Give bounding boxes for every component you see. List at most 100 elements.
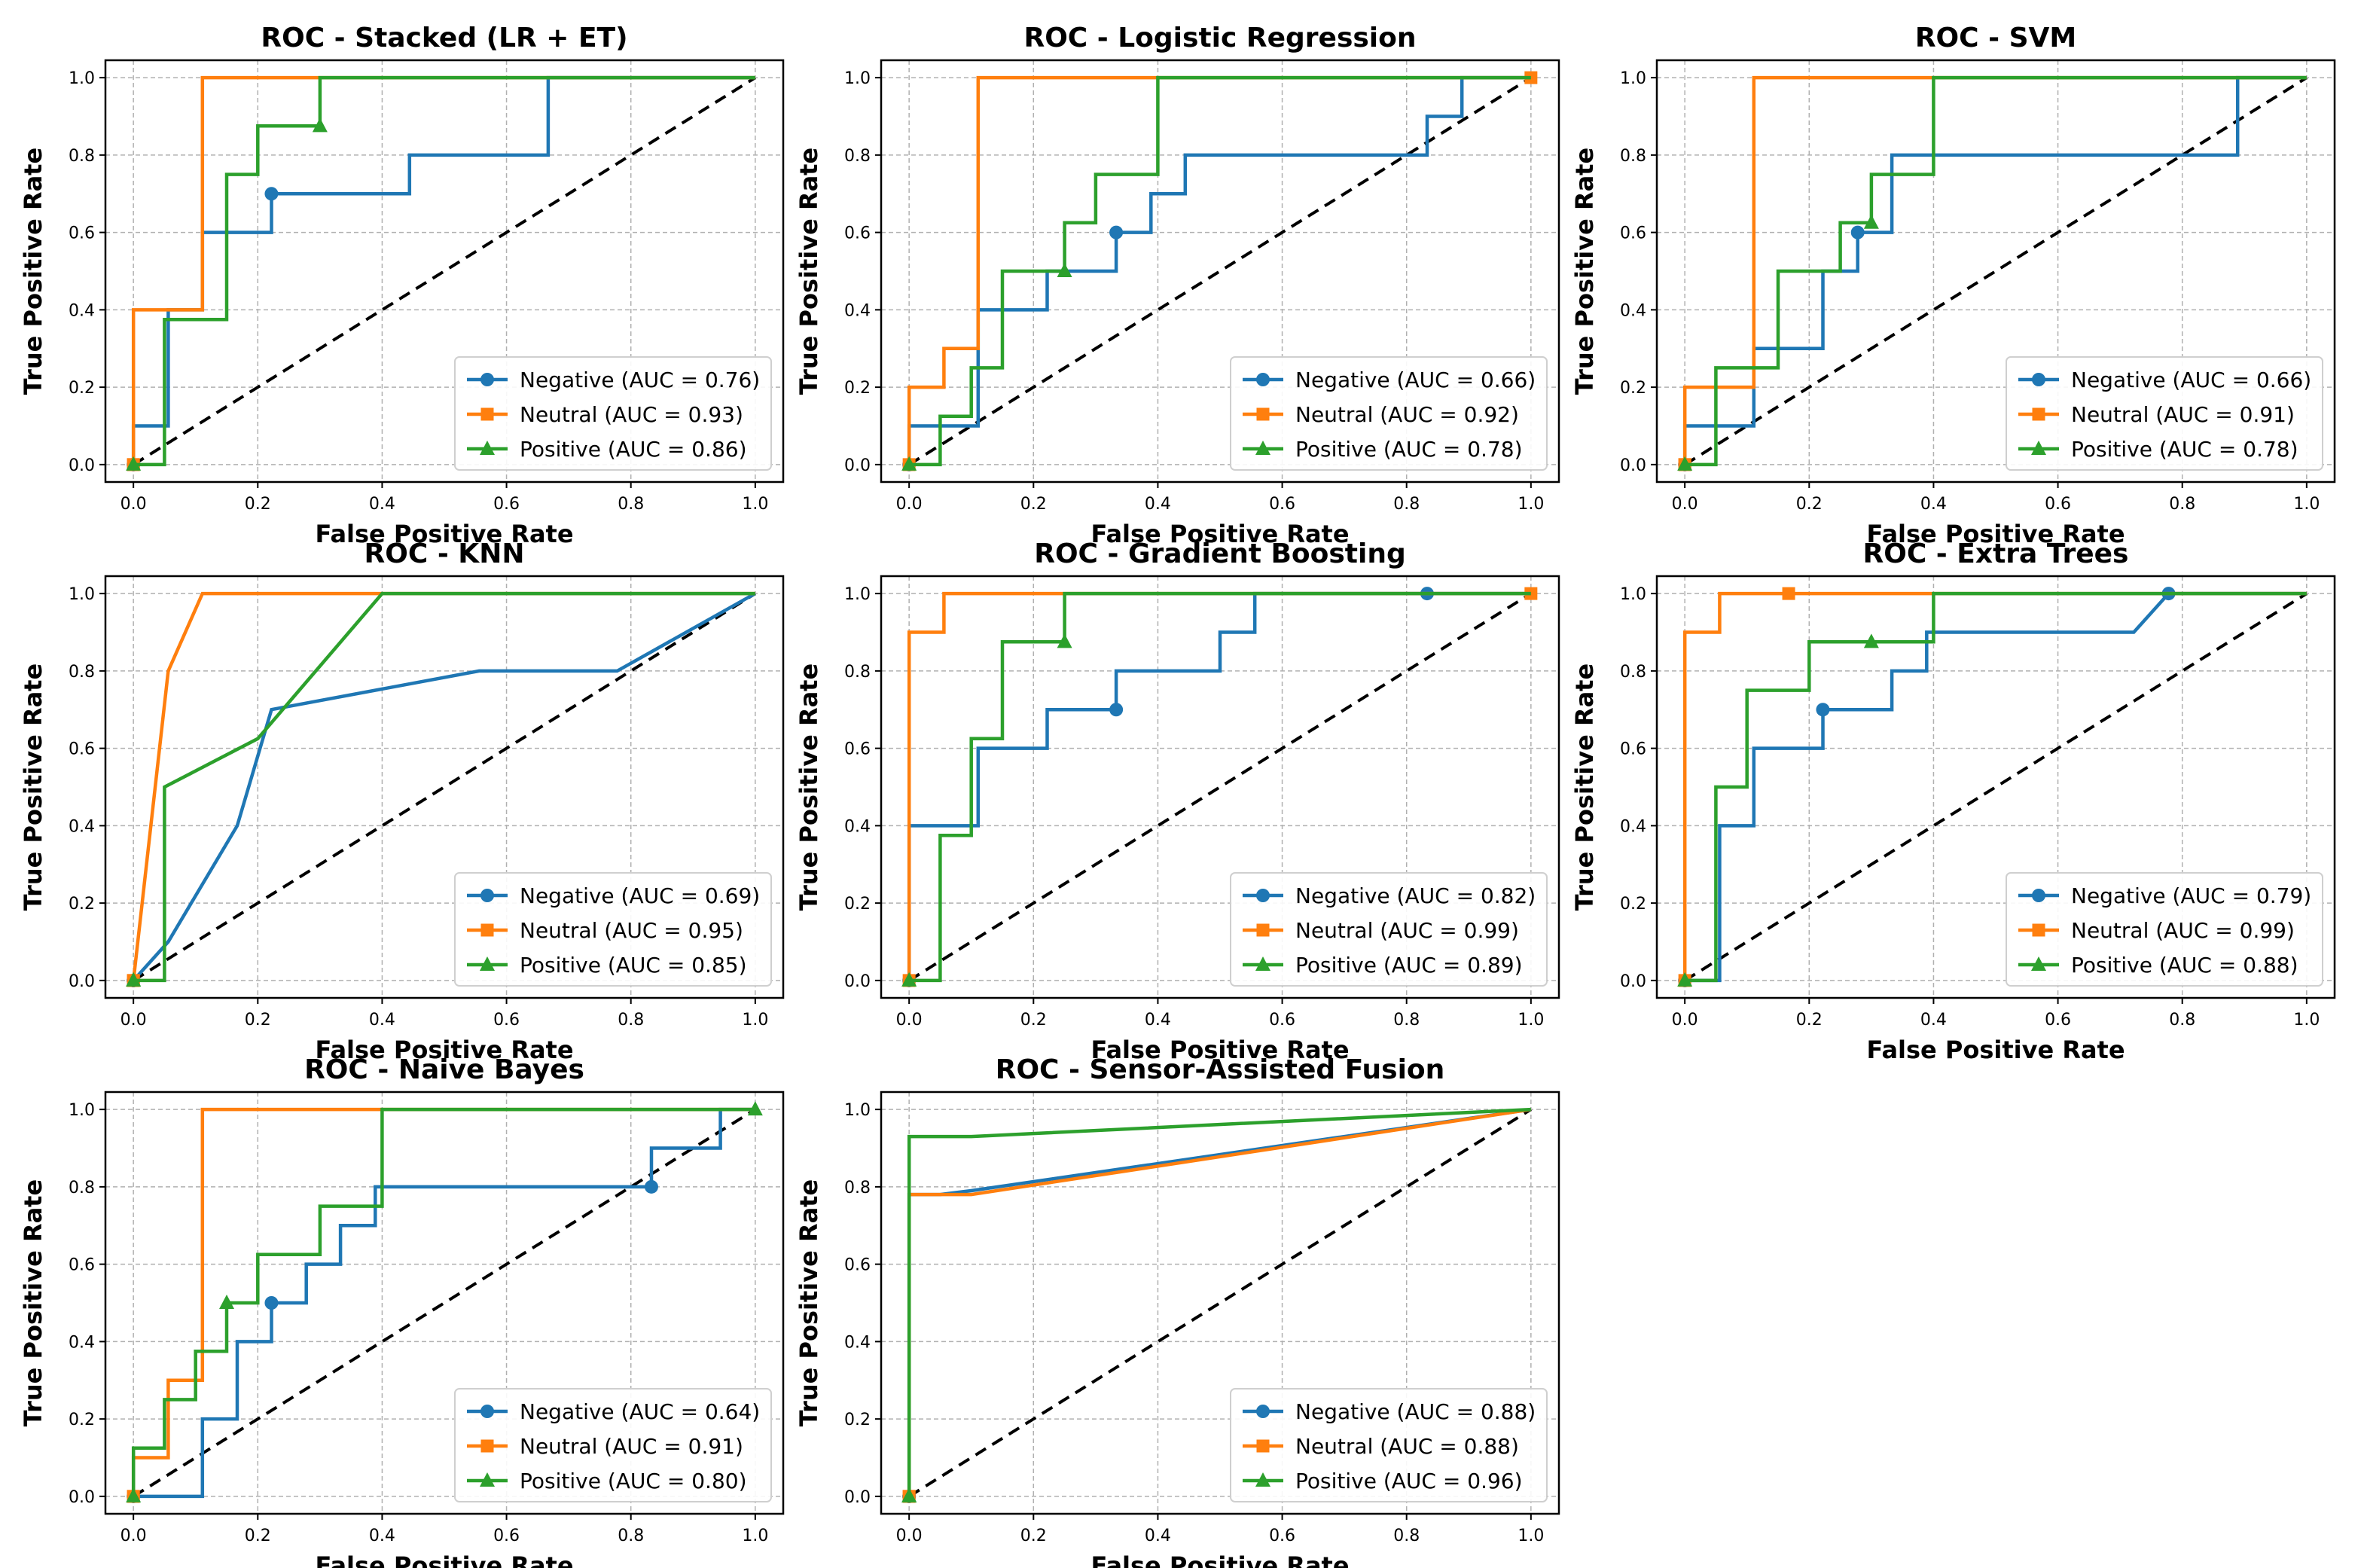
y-tick-label: 0.6	[69, 740, 95, 759]
legend: Negative (AUC = 0.66) Neutral (AUC = 0.92…	[1230, 356, 1548, 471]
y-tick-label: 1.0	[844, 69, 871, 88]
legend-marker-positive	[480, 441, 495, 455]
legend: Negative (AUC = 0.88) Neutral (AUC = 0.88…	[1230, 1388, 1548, 1502]
marker-origin-positive	[126, 1487, 142, 1502]
chance-diagonal-line	[133, 592, 756, 982]
legend-label-positive: Positive (AUC = 0.88)	[2071, 953, 2298, 978]
marker-positive	[219, 1295, 235, 1309]
y-tick-label: 0.0	[1620, 972, 1646, 991]
legend-marker-neutral	[480, 407, 494, 421]
y-tick-label: 0.4	[844, 817, 871, 836]
y-tick-label: 0.4	[844, 301, 871, 320]
roc-panel-2: 0.0 0.0 0.2 0.2 0.4 0.4 0.6 0.6 0.8 0.8 1.0 1.0 ROC …	[795, 23, 1560, 548]
legend-label-positive: Positive (AUC = 0.89)	[1295, 953, 1523, 978]
roc-curve-negative	[133, 1107, 755, 1499]
x-tick-label: 0.6	[2045, 1011, 2071, 1030]
marker-negative	[264, 1296, 279, 1310]
x-tick-label: 0.6	[493, 1011, 520, 1030]
x-tick-label: 1.0	[2293, 1011, 2320, 1030]
x-tick-label: 0.6	[1269, 495, 1295, 514]
legend-label-positive: Positive (AUC = 0.78)	[2071, 437, 2298, 462]
marker-positive	[1057, 263, 1072, 277]
x-tick-label: 0.8	[2169, 1011, 2195, 1030]
axes-frame	[104, 575, 785, 999]
x-axis-label: False Positive Rate	[1090, 520, 1349, 548]
roc-curve-positive	[1685, 75, 2307, 467]
x-tick-label: 1.0	[1518, 1527, 1544, 1545]
y-tick-label: 0.8	[69, 1179, 95, 1197]
legend-label-negative: Negative (AUC = 0.69)	[520, 883, 760, 908]
chart-title: ROC - KNN	[365, 538, 525, 569]
y-tick-label: 0.6	[844, 224, 871, 243]
x-tick-label: 0.2	[1020, 495, 1047, 514]
roc-panel-3: 0.0 0.0 0.2 0.2 0.4 0.4 0.6 0.6 0.8 0.8 1.0 1.0 ROC …	[1570, 23, 2336, 548]
legend-label-negative: Negative (AUC = 0.64)	[520, 1399, 760, 1424]
legend: Negative (AUC = 0.79) Neutral (AUC = 0.99…	[2006, 872, 2323, 987]
y-tick-label: 1.0	[1620, 69, 1646, 88]
marker-negative	[1109, 225, 1124, 239]
marker-neutral	[1524, 71, 1538, 84]
y-axis-label: True Positive Rate	[19, 148, 47, 395]
y-tick-label: 0.6	[844, 1256, 871, 1275]
chance-diagonal-line	[1684, 592, 2308, 982]
axes-frame	[880, 59, 1560, 484]
x-tick-label: 0.0	[120, 1011, 147, 1030]
legend-label-neutral: Neutral (AUC = 0.99)	[1295, 918, 1519, 943]
axes-frame	[1655, 59, 2336, 484]
legend-label-positive: Positive (AUC = 0.96)	[1295, 1469, 1523, 1493]
legend-marker-positive	[1255, 1472, 1270, 1487]
x-tick-label: 0.6	[1269, 1011, 1295, 1030]
chart-title: ROC - SVM	[1915, 23, 2076, 53]
x-tick-label: 0.2	[245, 1527, 271, 1545]
chart-title: ROC - Extra Trees	[1863, 538, 2129, 569]
x-tick-label: 0.6	[1269, 1527, 1295, 1545]
x-tick-label: 1.0	[742, 1527, 768, 1545]
y-tick-label: 0.8	[844, 663, 871, 682]
legend-marker-neutral	[1256, 1439, 1270, 1453]
x-tick-label: 0.0	[1672, 1011, 1698, 1030]
marker-positive	[747, 1101, 763, 1116]
x-tick-label: 0.8	[1393, 1011, 1420, 1030]
x-tick-label: 1.0	[1518, 1011, 1544, 1030]
legend-box	[454, 356, 772, 471]
x-tick-label: 0.6	[493, 1527, 520, 1545]
legend-marker-negative	[1256, 889, 1270, 902]
x-axis-label: False Positive Rate	[315, 1036, 573, 1064]
y-tick-label: 0.4	[69, 1333, 95, 1352]
marker-positive	[1863, 633, 1879, 648]
legend-label-neutral: Neutral (AUC = 0.95)	[520, 918, 743, 943]
roc-curve-positive	[133, 591, 755, 983]
x-tick-label: 0.0	[120, 495, 147, 514]
x-tick-label: 0.0	[1672, 495, 1698, 514]
y-tick-label: 0.4	[1620, 817, 1646, 836]
marker-negative	[1816, 703, 1830, 717]
y-axis-label: True Positive Rate	[19, 1179, 47, 1426]
x-tick-label: 0.4	[1145, 1527, 1171, 1545]
x-tick-label: 1.0	[742, 1011, 768, 1030]
roc-curve-positive	[909, 591, 1531, 983]
x-tick-label: 0.8	[1393, 1527, 1420, 1545]
legend-label-neutral: Neutral (AUC = 0.92)	[1295, 402, 1519, 427]
x-axis-label: False Positive Rate	[1866, 520, 2125, 548]
y-tick-label: 0.0	[69, 456, 95, 475]
x-tick-label: 1.0	[742, 495, 768, 514]
y-tick-label: 0.6	[69, 224, 95, 243]
x-tick-label: 0.6	[2045, 495, 2071, 514]
chart-title: ROC - Sensor-Assisted Fusion	[996, 1054, 1445, 1085]
legend: Negative (AUC = 0.69) Neutral (AUC = 0.95…	[454, 872, 772, 987]
x-tick-label: 0.0	[896, 1527, 923, 1545]
x-tick-label: 0.4	[1920, 495, 1947, 514]
legend-label-negative: Negative (AUC = 0.88)	[1295, 1399, 1536, 1424]
chance-diagonal-line	[1684, 76, 2308, 466]
legend-marker-positive	[1255, 441, 1270, 455]
legend-marker-negative	[1256, 373, 1270, 386]
chart-title: ROC - Stacked (LR + ET)	[261, 23, 627, 53]
y-tick-label: 0.0	[1620, 456, 1646, 475]
y-tick-label: 0.8	[1620, 147, 1646, 166]
y-tick-label: 0.4	[844, 1333, 871, 1352]
y-tick-label: 0.6	[69, 1256, 95, 1275]
roc-curve-neutral	[907, 75, 1531, 465]
chart-title: ROC - Naive Bayes	[304, 1054, 584, 1085]
x-tick-label: 0.4	[369, 495, 395, 514]
x-tick-label: 1.0	[1518, 495, 1544, 514]
